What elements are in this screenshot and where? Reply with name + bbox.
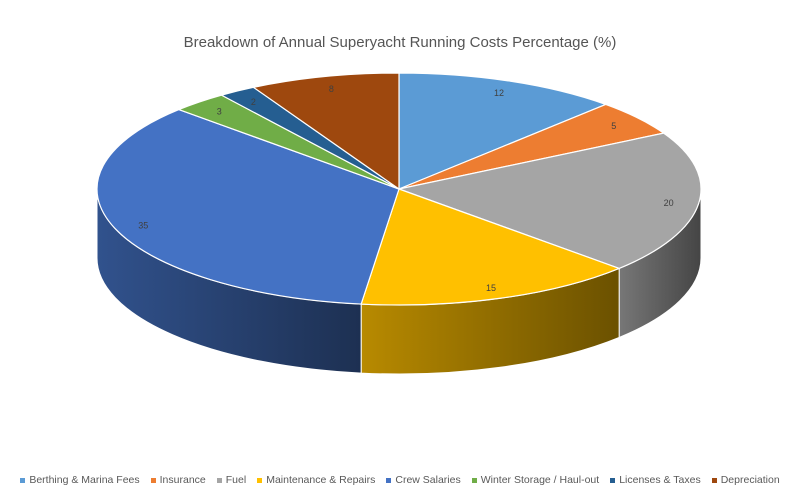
data-label-insurance: 5 [611, 121, 616, 131]
legend-label: Maintenance & Repairs [266, 474, 376, 486]
pie-slice-fuel [398, 132, 702, 270]
legend-swatch [386, 477, 392, 483]
legend-item-berthing-marina-fees: Berthing & Marina Fees [20, 474, 140, 486]
data-label-maintenance-repairs: 15 [486, 283, 496, 293]
legend-label: Berthing & Marina Fees [29, 474, 140, 486]
legend-swatch [711, 477, 717, 483]
legend-item-winter-storage-haul-out: Winter Storage / Haul-out [471, 474, 600, 486]
legend-swatch [150, 477, 156, 483]
legend-item-maintenance-repairs: Maintenance & Repairs [257, 474, 375, 486]
legend-item-fuel: Fuel [216, 474, 247, 486]
pie-slice-maintenance-repairs [360, 188, 620, 306]
data-label-licenses-taxes: 2 [251, 97, 256, 107]
legend-label: Licenses & Taxes [619, 474, 701, 486]
legend-label: Insurance [159, 474, 206, 486]
legend-swatch [257, 477, 263, 483]
data-label-crew-salaries: 35 [138, 220, 148, 230]
pie-slice-crew-salaries [96, 108, 400, 305]
pie-slice-depreciation [252, 72, 400, 190]
data-label-fuel: 20 [664, 198, 674, 208]
legend-swatch [216, 477, 222, 483]
legend-swatch [471, 477, 477, 483]
legend: Berthing & Marina Fees Insurance Fuel Maint… [0, 474, 800, 486]
pie-slice-berthing-marina-fees [398, 72, 607, 190]
legend-label: Winter Storage / Haul-out [480, 474, 600, 486]
legend-item-depreciation: Depreciation [711, 474, 780, 486]
legend-swatch [20, 477, 26, 483]
data-label-berthing-marina-fees: 12 [494, 88, 504, 98]
legend-item-crew-salaries: Crew Salaries [386, 474, 461, 486]
legend-label: Fuel [225, 474, 247, 486]
chart-title: Breakdown of Annual Superyacht Running C… [183, 34, 617, 51]
legend-item-licenses-taxes: Licenses & Taxes [610, 474, 701, 486]
legend-label: Depreciation [720, 474, 780, 486]
legend-item-insurance: Insurance [150, 474, 206, 486]
legend-label: Crew Salaries [395, 474, 461, 486]
data-label-winter-storage-haul-out: 3 [217, 107, 222, 117]
legend-swatch [610, 477, 616, 483]
data-label-depreciation: 8 [329, 84, 334, 94]
